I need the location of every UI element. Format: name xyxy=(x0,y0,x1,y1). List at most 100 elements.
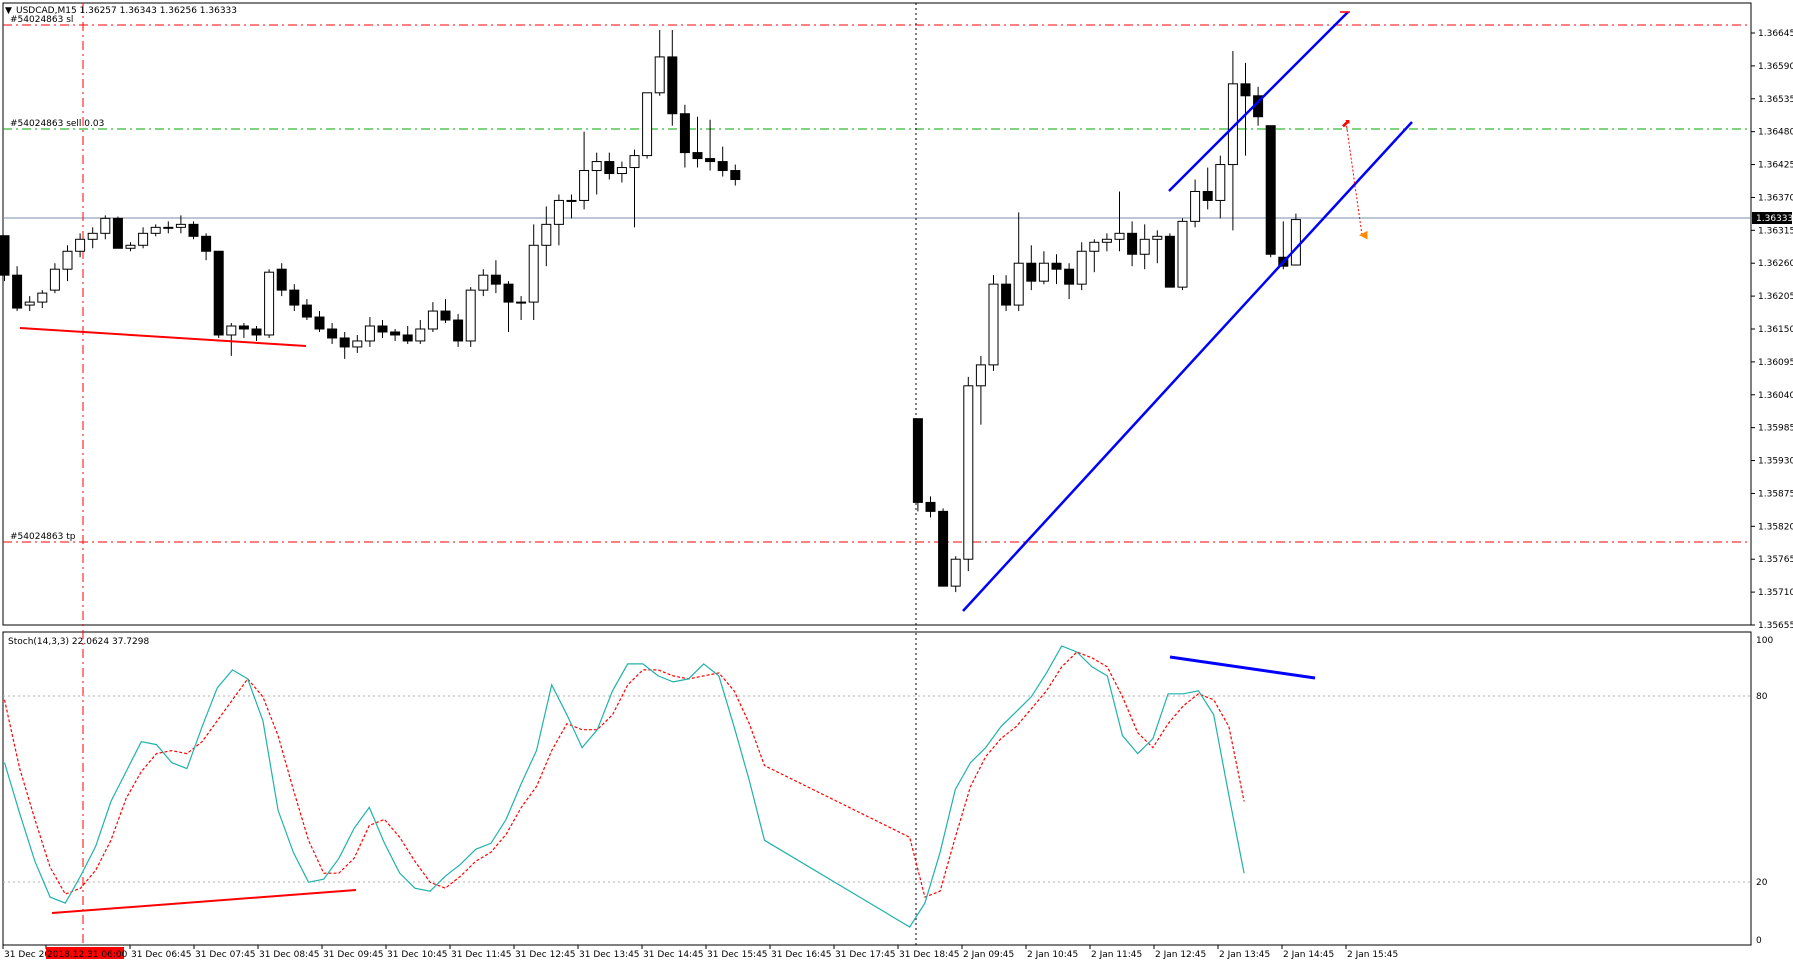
candle xyxy=(528,224,539,321)
candle xyxy=(201,233,212,261)
candle xyxy=(1202,167,1213,210)
candle-body xyxy=(75,238,86,252)
current-price-badge-text: 1.36333 xyxy=(1756,214,1793,224)
candle xyxy=(642,92,653,159)
candle xyxy=(75,233,86,258)
stoch-level-80: 80 xyxy=(1756,692,1768,702)
candle-body xyxy=(377,325,388,333)
candle xyxy=(289,284,300,312)
candle xyxy=(566,194,577,219)
candle xyxy=(150,224,161,237)
indicator-panel[interactable] xyxy=(2,631,1752,946)
tp-label: #54024863 tp xyxy=(10,532,76,542)
candle-body xyxy=(12,274,23,309)
candle-body xyxy=(327,328,338,339)
time-label: 31 Dec 10:45 xyxy=(387,950,448,960)
time-label: 31 Dec 07:45 xyxy=(195,950,256,960)
candle-body xyxy=(1265,125,1276,255)
candle xyxy=(950,556,961,593)
price-tick-label: 1.35985 xyxy=(1758,424,1793,434)
candle-body xyxy=(62,250,73,270)
price-axis[interactable]: 1.36645 1.36590 1.36535 1.36480 1.36425 1.363… xyxy=(1751,29,1793,631)
candle-body xyxy=(1013,262,1024,306)
candle-body xyxy=(1164,235,1175,288)
candle-body xyxy=(1101,238,1112,243)
candle-body xyxy=(1038,262,1049,282)
candle-body xyxy=(705,158,716,163)
candle xyxy=(1240,62,1251,156)
candle-body xyxy=(604,161,615,175)
time-label: 31 Dec 14:45 xyxy=(643,950,704,960)
channel-lower-trendline[interactable] xyxy=(962,121,1413,612)
candle-body xyxy=(516,301,527,304)
candle xyxy=(553,194,564,246)
candle-body xyxy=(175,223,186,228)
candle xyxy=(579,131,590,210)
stochastic-lines xyxy=(3,645,1245,928)
candle xyxy=(138,227,149,249)
candle-body xyxy=(1051,262,1062,270)
time-label: 31 Dec 11:45 xyxy=(451,950,512,960)
candle xyxy=(478,269,489,297)
candle-body xyxy=(163,226,174,229)
channel-upper-trendline[interactable] xyxy=(1168,11,1349,192)
candle-body xyxy=(730,170,741,181)
stoch-signal-line xyxy=(3,651,1245,898)
price-tick-label: 1.36095 xyxy=(1758,358,1793,368)
candle xyxy=(1064,263,1075,300)
candle-body xyxy=(87,232,98,240)
candle-body xyxy=(264,271,275,336)
stoch-divergence-bull-line[interactable] xyxy=(51,889,357,914)
candle xyxy=(490,260,501,294)
stoch-divergence-bear-line[interactable] xyxy=(1169,655,1316,680)
price-tick-label: 1.35820 xyxy=(1758,522,1793,532)
price-tick-label: 1.35765 xyxy=(1758,555,1793,565)
candle-body xyxy=(1114,232,1125,240)
candle xyxy=(301,299,312,321)
candle-body xyxy=(1127,232,1138,255)
candle xyxy=(440,299,451,324)
candle-body xyxy=(465,289,476,342)
candle-body xyxy=(352,340,363,348)
candle-body xyxy=(1177,220,1188,288)
price-tick-label: 1.36370 xyxy=(1758,193,1793,203)
candle-body xyxy=(579,170,590,201)
candle-body xyxy=(1152,235,1163,240)
candle xyxy=(100,215,111,240)
candle-body xyxy=(717,161,728,172)
candle xyxy=(0,235,10,282)
candle xyxy=(390,329,401,341)
candle xyxy=(1190,179,1201,228)
candle-body xyxy=(0,235,10,276)
price-tick-label: 1.36645 xyxy=(1758,29,1793,39)
price-tick-label: 1.36150 xyxy=(1758,325,1793,335)
time-label: 31 Dec 12:45 xyxy=(515,950,576,960)
candle xyxy=(314,311,325,332)
candle xyxy=(1215,155,1226,219)
candle-body xyxy=(339,337,350,348)
candle xyxy=(925,496,936,518)
header-triangle-icon: ▼ xyxy=(5,6,12,16)
price-support-trendline[interactable] xyxy=(19,327,307,347)
stoch-main-line xyxy=(3,645,1245,928)
price-panel[interactable] xyxy=(2,2,1752,626)
candle-body xyxy=(1215,164,1226,201)
time-label: 2 Jan 10:45 xyxy=(1027,950,1078,960)
candle xyxy=(503,281,514,332)
candle xyxy=(912,418,923,512)
candle-body xyxy=(963,385,974,560)
candle xyxy=(175,215,186,234)
candle-body xyxy=(553,199,564,225)
candle xyxy=(327,323,338,344)
candle-body xyxy=(642,92,653,157)
candle-body xyxy=(188,223,199,237)
price-tick-label: 1.35875 xyxy=(1758,489,1793,499)
candle xyxy=(188,221,199,240)
candle xyxy=(667,30,678,126)
candle-body xyxy=(1064,268,1075,285)
candle xyxy=(938,508,949,587)
time-label: 2 Jan 11:45 xyxy=(1091,950,1142,960)
